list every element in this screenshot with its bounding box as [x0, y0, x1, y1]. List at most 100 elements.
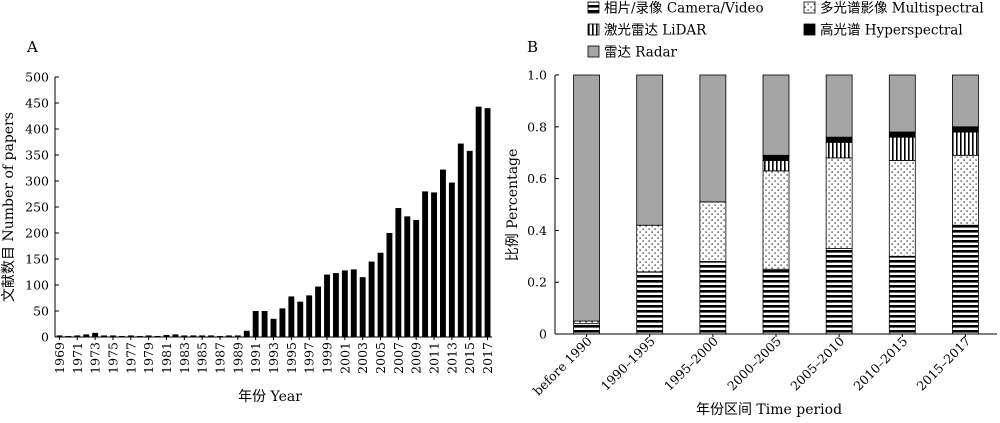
bar-1974: [101, 335, 107, 337]
bar-1991: [252, 311, 259, 337]
bar-segment-1-2: [699, 201, 727, 262]
x-tick-label: 1985: [195, 342, 210, 374]
x-tick-label: 1981: [159, 342, 174, 374]
bar-segment-2-3: [762, 160, 790, 172]
bar-segment-1-4: [825, 157, 853, 249]
legend-swatch: [587, 45, 600, 58]
bar-1987: [217, 335, 223, 337]
bar-segment-4-1: [636, 74, 664, 226]
bar-1985: [199, 335, 206, 337]
bar-2009: [413, 220, 420, 337]
y-tick-label: 250: [25, 200, 49, 215]
bar-1982: [172, 334, 179, 337]
legend-label: 相片/录像 Camera/Video: [604, 1, 764, 17]
bar-2001: [341, 270, 348, 337]
bar-2005: [377, 252, 384, 337]
bar-1969: [56, 335, 63, 337]
x-tick-label: 2010–2015: [850, 334, 910, 394]
bar-2014: [457, 143, 464, 337]
y-tick-label: 100: [25, 278, 49, 293]
bar-2004: [368, 261, 375, 337]
bar-1990: [243, 330, 250, 337]
bar-segment-0-1: [636, 271, 664, 335]
bar-segment-2-4: [825, 141, 853, 159]
bar-segment-3-4: [825, 136, 853, 143]
bar-1995: [288, 296, 295, 337]
bar-segment-1-3: [762, 170, 790, 270]
legend-label: 激光雷达 LiDAR: [604, 23, 707, 39]
bar-1994: [279, 308, 286, 337]
y-tick-label: 450: [25, 96, 49, 111]
panel-b-bars: [573, 74, 979, 335]
y-tick-label: 400: [25, 122, 49, 137]
bar-2007: [395, 208, 402, 337]
bar-segment-0-3: [762, 268, 790, 335]
bar-segment-4-0: [573, 74, 600, 322]
bar-1971: [74, 335, 81, 337]
x-tick-label: 1991: [248, 342, 263, 374]
panel-b-legend: 相片/录像 Camera/Video 多光谱影像 Multispectral 激光雷…: [587, 0, 984, 61]
bar-2015: [466, 150, 473, 337]
bar-2012: [440, 169, 446, 337]
bar-1978: [136, 335, 143, 337]
y-tick-label: 0.8: [527, 119, 547, 134]
panel-a-label: A: [26, 38, 38, 56]
x-tick-label: 2011: [427, 342, 442, 374]
bar-1973: [92, 332, 99, 337]
bar-segment-3-5: [888, 131, 916, 138]
bar-1972: [83, 334, 90, 337]
bar-2017: [484, 108, 491, 337]
bar-1992: [261, 311, 268, 337]
bar-1983: [181, 335, 188, 337]
panel-b-y-axis-label: 比例 Percentage: [505, 149, 521, 262]
bar-2006: [386, 233, 393, 337]
x-tick-label: before 1990: [530, 333, 595, 398]
bar-1980: [154, 335, 161, 337]
bar-2010: [422, 191, 429, 337]
panel-b-x-axis-label: 年份区间 Time period: [696, 402, 842, 418]
bar-segment-0-2: [699, 261, 727, 335]
x-tick-label: 2009: [409, 342, 424, 374]
x-tick-label: 2001: [337, 342, 352, 374]
bar-1997: [306, 295, 313, 337]
bar-2008: [404, 216, 411, 337]
x-tick-label: 1969: [52, 342, 67, 374]
bar-2000: [332, 273, 339, 337]
x-tick-label: 2015–2017: [914, 333, 974, 393]
bar-segment-4-6: [952, 74, 979, 128]
x-tick-label: 1999: [320, 342, 335, 374]
panel-b: B 相片/录像 Camera/Video 多光谱影像 Multispectral 激…: [505, 0, 997, 418]
x-tick-label: 1987: [213, 342, 228, 374]
bar-1989: [234, 335, 241, 337]
y-tick-label: 0.2: [527, 275, 547, 290]
panel-b-label: B: [527, 38, 538, 56]
x-tick-label: 2003: [355, 342, 370, 374]
bar-1979: [145, 335, 152, 337]
bar-segment-2-5: [888, 136, 916, 161]
panel-a-bars: [56, 106, 491, 337]
bar-2002: [350, 269, 357, 337]
y-tick-label: 500: [25, 70, 49, 85]
bar-1998: [315, 286, 322, 337]
x-tick-label: 2013: [444, 342, 459, 374]
bar-2013: [448, 182, 455, 337]
y-tick-label: 1.0: [527, 68, 547, 83]
bar-segment-4-2: [699, 74, 727, 203]
bar-segment-0-6: [952, 224, 979, 335]
x-tick-label: 1975: [106, 342, 121, 374]
bar-segment-2-6: [952, 131, 979, 156]
bar-segment-1-1: [636, 224, 664, 273]
bar-1993: [270, 318, 277, 337]
y-tick-label: 0: [539, 327, 547, 342]
bar-1970: [65, 335, 72, 337]
x-tick-label: 2015: [462, 342, 477, 374]
bar-1988: [225, 335, 232, 337]
bar-segment-1-5: [888, 160, 916, 257]
legend-swatch: [803, 1, 816, 14]
legend-label: 高光谱 Hyperspectral: [820, 22, 963, 39]
x-tick-label: 2000–2005: [724, 334, 784, 394]
x-tick-label: 2007: [391, 342, 406, 374]
x-tick-label: 1989: [230, 342, 245, 374]
bar-1975: [110, 335, 116, 337]
